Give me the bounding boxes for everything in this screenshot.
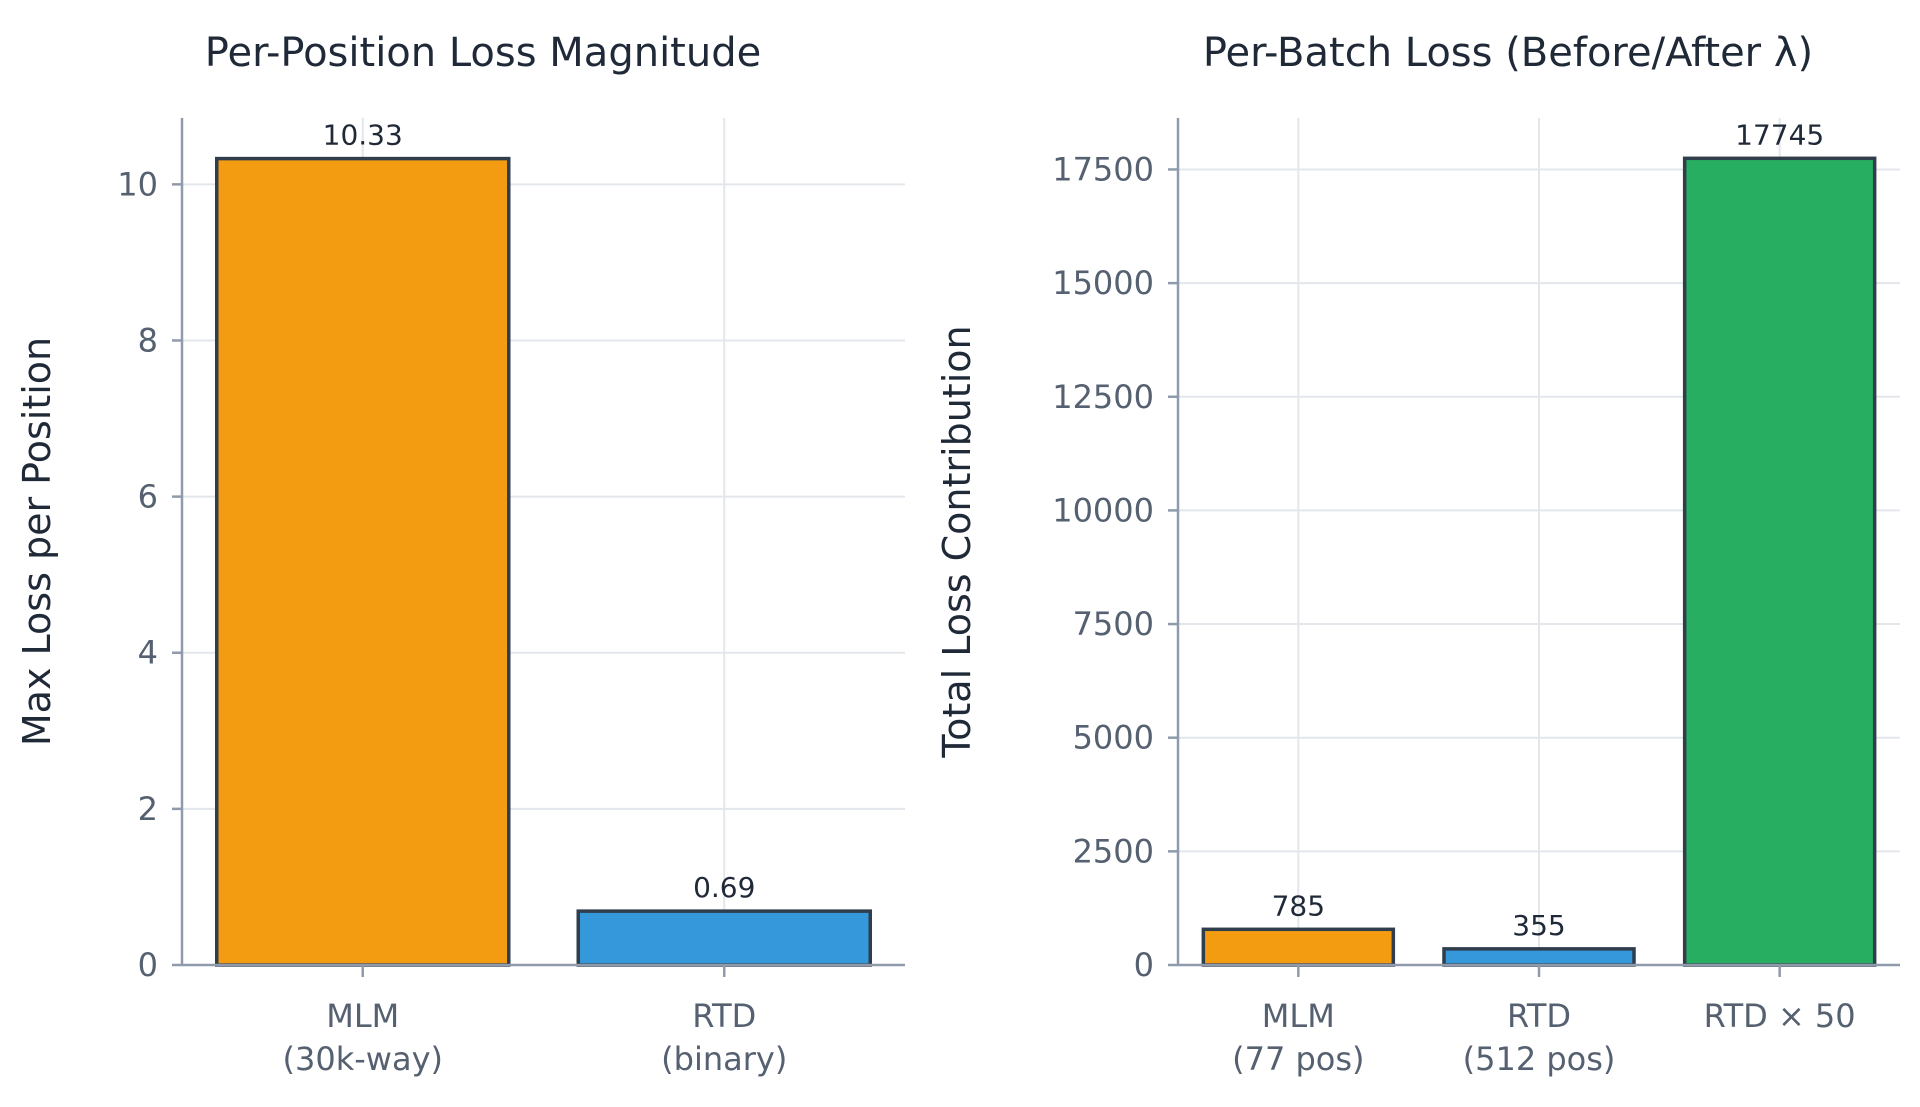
chart1-title: Per-Position Loss Magnitude — [205, 30, 761, 76]
chart2-ytick-label-2: 5000 — [1073, 719, 1154, 757]
chart1-value-label-0: 10.33 — [323, 119, 403, 152]
chart1-ytick-label-4: 8 — [138, 321, 158, 359]
chart1-bar-1 — [576, 909, 872, 967]
chart2-xtick-label-0-0: MLM — [1262, 997, 1335, 1035]
chart1-ytick-label-5: 10 — [117, 165, 158, 203]
chart2-ytick-label-0: 0 — [1134, 946, 1154, 984]
chart2-title: Per-Batch Loss (Before/After λ) — [1203, 30, 1813, 76]
chart2-value-label-1: 355 — [1512, 909, 1565, 942]
chart1-y-axis-label: Max Loss per Position — [15, 337, 59, 746]
chart2-ytick-label-1: 2500 — [1073, 832, 1154, 870]
chart2-bar-0 — [1201, 927, 1396, 967]
chart2-xtick-label-0-1: (77 pos) — [1232, 1040, 1364, 1078]
chart2-value-label-2: 17745 — [1735, 118, 1824, 151]
chart1-xtick-label-1-1: (binary) — [661, 1040, 787, 1078]
chart2-xtick-label-1-1: (512 pos) — [1463, 1040, 1616, 1078]
chart1-ytick-label-1: 2 — [138, 790, 158, 828]
chart2-bar-1 — [1442, 947, 1636, 967]
chart1-ytick-label-0: 0 — [138, 946, 158, 984]
chart1-value-label-1: 0.69 — [693, 871, 755, 904]
chart1-xtick-label-1-0: RTD — [692, 997, 756, 1035]
chart2-xtick-label-1-0: RTD — [1507, 997, 1571, 1035]
chart2-ytick-label-4: 10000 — [1052, 491, 1154, 529]
chart2-y-axis-label: Total Loss Contribution — [935, 325, 979, 758]
chart2-ytick-label-5: 12500 — [1052, 378, 1154, 416]
chart1-xtick-label-0-1: (30k-way) — [283, 1040, 443, 1078]
chart1-ytick-label-2: 4 — [138, 634, 158, 672]
chart2-ytick-label-6: 15000 — [1052, 264, 1154, 302]
chart1-xtick-label-0-0: MLM — [326, 997, 399, 1035]
chart2-xtick-label-2-0: RTD × 50 — [1704, 997, 1856, 1035]
chart2-ytick-label-3: 7500 — [1073, 605, 1154, 643]
chart1-ytick-label-3: 6 — [138, 478, 158, 516]
chart2-bar-2 — [1682, 156, 1877, 967]
chart1-bar-0 — [215, 156, 511, 967]
chart2-value-label-0: 785 — [1272, 889, 1325, 922]
chart2-ytick-label-7: 17500 — [1052, 150, 1154, 188]
